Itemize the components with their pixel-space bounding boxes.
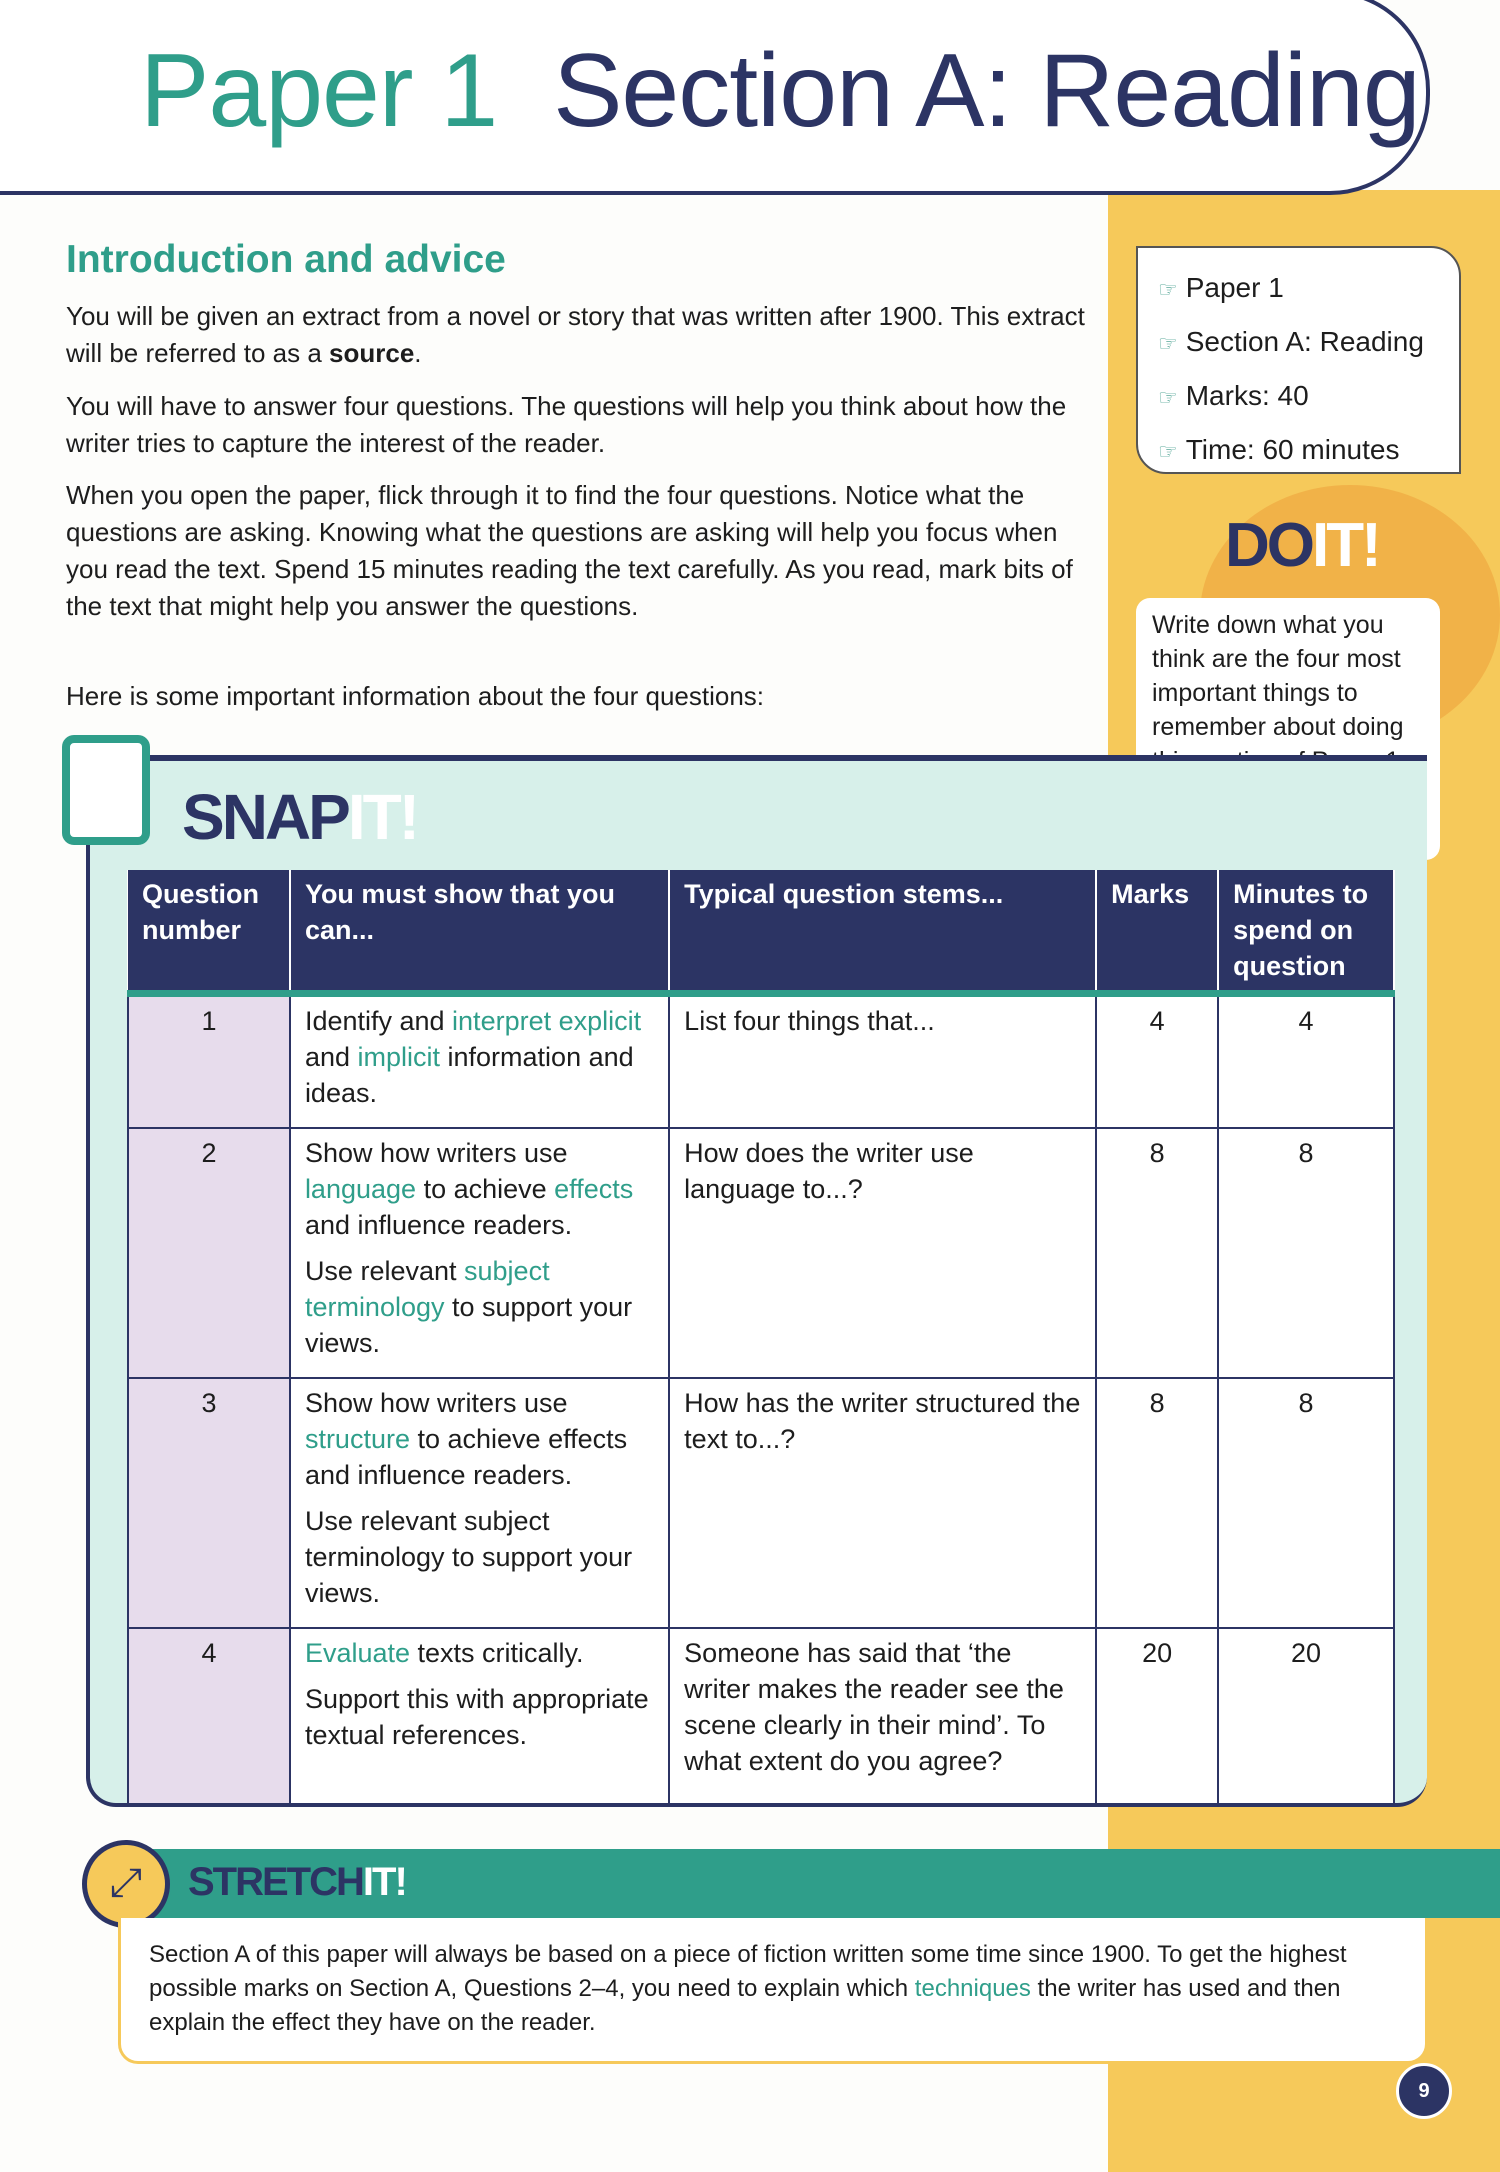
pointing-hand-icon: ☞ <box>1158 439 1178 464</box>
header-minutes: Minutes to spend on question <box>1218 870 1395 997</box>
table-row: 1 Identify and interpret explicit and im… <box>127 992 1395 1129</box>
expand-arrows-icon: ⤢ <box>82 1840 170 1928</box>
info-box: ☞ Paper 1 ☞ Section A: Reading ☞ Marks: 40 … <box>1136 246 1461 474</box>
intro-paragraph-4: Here is some important information about… <box>66 681 765 711</box>
snapit-heading: SNAPIT! <box>182 781 420 853</box>
table-row: 2 Show how writers use language to achie… <box>127 1127 1395 1379</box>
questions-table: Question number You must show that you c… <box>127 870 1395 1805</box>
header-marks: Marks <box>1096 870 1220 997</box>
skills-cell: Identify and interpret explicit and impl… <box>288 992 671 1129</box>
table-row: 4 Evaluate texts critically. Support this… <box>127 1627 1395 1805</box>
header-question-number: Question number <box>128 870 291 997</box>
info-item: ☞ Section A: Reading <box>1158 326 1424 357</box>
stretchit-bar <box>150 1849 1500 1918</box>
info-item: ☞ Marks: 40 <box>1158 380 1309 411</box>
intro-paragraph-3: When you open the paper, flick through i… <box>66 480 1073 621</box>
info-item: ☞ Paper 1 <box>1158 272 1284 303</box>
table-header-row: Question number You must show that you c… <box>128 870 1395 997</box>
skills-cell: Show how writers use structure to achiev… <box>288 1377 671 1629</box>
skills-cell: Show how writers use language to achieve… <box>288 1127 671 1379</box>
intro-paragraph-2: You will have to answer four questions. … <box>66 391 1067 458</box>
pointing-hand-icon: ☞ <box>1158 331 1178 356</box>
stretchit-heading: STRETCHIT! <box>188 1860 408 1904</box>
stretchit-box: Section A of this paper will always be b… <box>118 1918 1428 2064</box>
skills-cell: Evaluate texts critically. Support this w… <box>288 1627 671 1805</box>
title-paper: Paper 1 <box>140 33 498 149</box>
pointing-hand-icon: ☞ <box>1158 385 1178 410</box>
intro-heading: Introduction and advice <box>66 238 506 281</box>
page-number: 9 <box>1396 2063 1452 2119</box>
pointing-hand-icon: ☞ <box>1158 277 1178 302</box>
title-section: Section A: Reading <box>553 33 1421 149</box>
phone-icon <box>62 735 150 845</box>
table-row: 3 Show how writers use structure to achi… <box>127 1377 1395 1629</box>
info-item: ☞ Time: 60 minutes <box>1158 434 1400 465</box>
header-stems: Typical question stems... <box>669 870 1098 997</box>
header-skills: You must show that you can... <box>289 870 671 997</box>
title-band <box>0 0 1430 195</box>
doit-heading: DOIT! <box>1225 511 1382 580</box>
page-title: Paper 1 Section A: Reading <box>140 32 1421 151</box>
intro-paragraph-1: You will be given an extract from a nove… <box>66 301 1085 368</box>
